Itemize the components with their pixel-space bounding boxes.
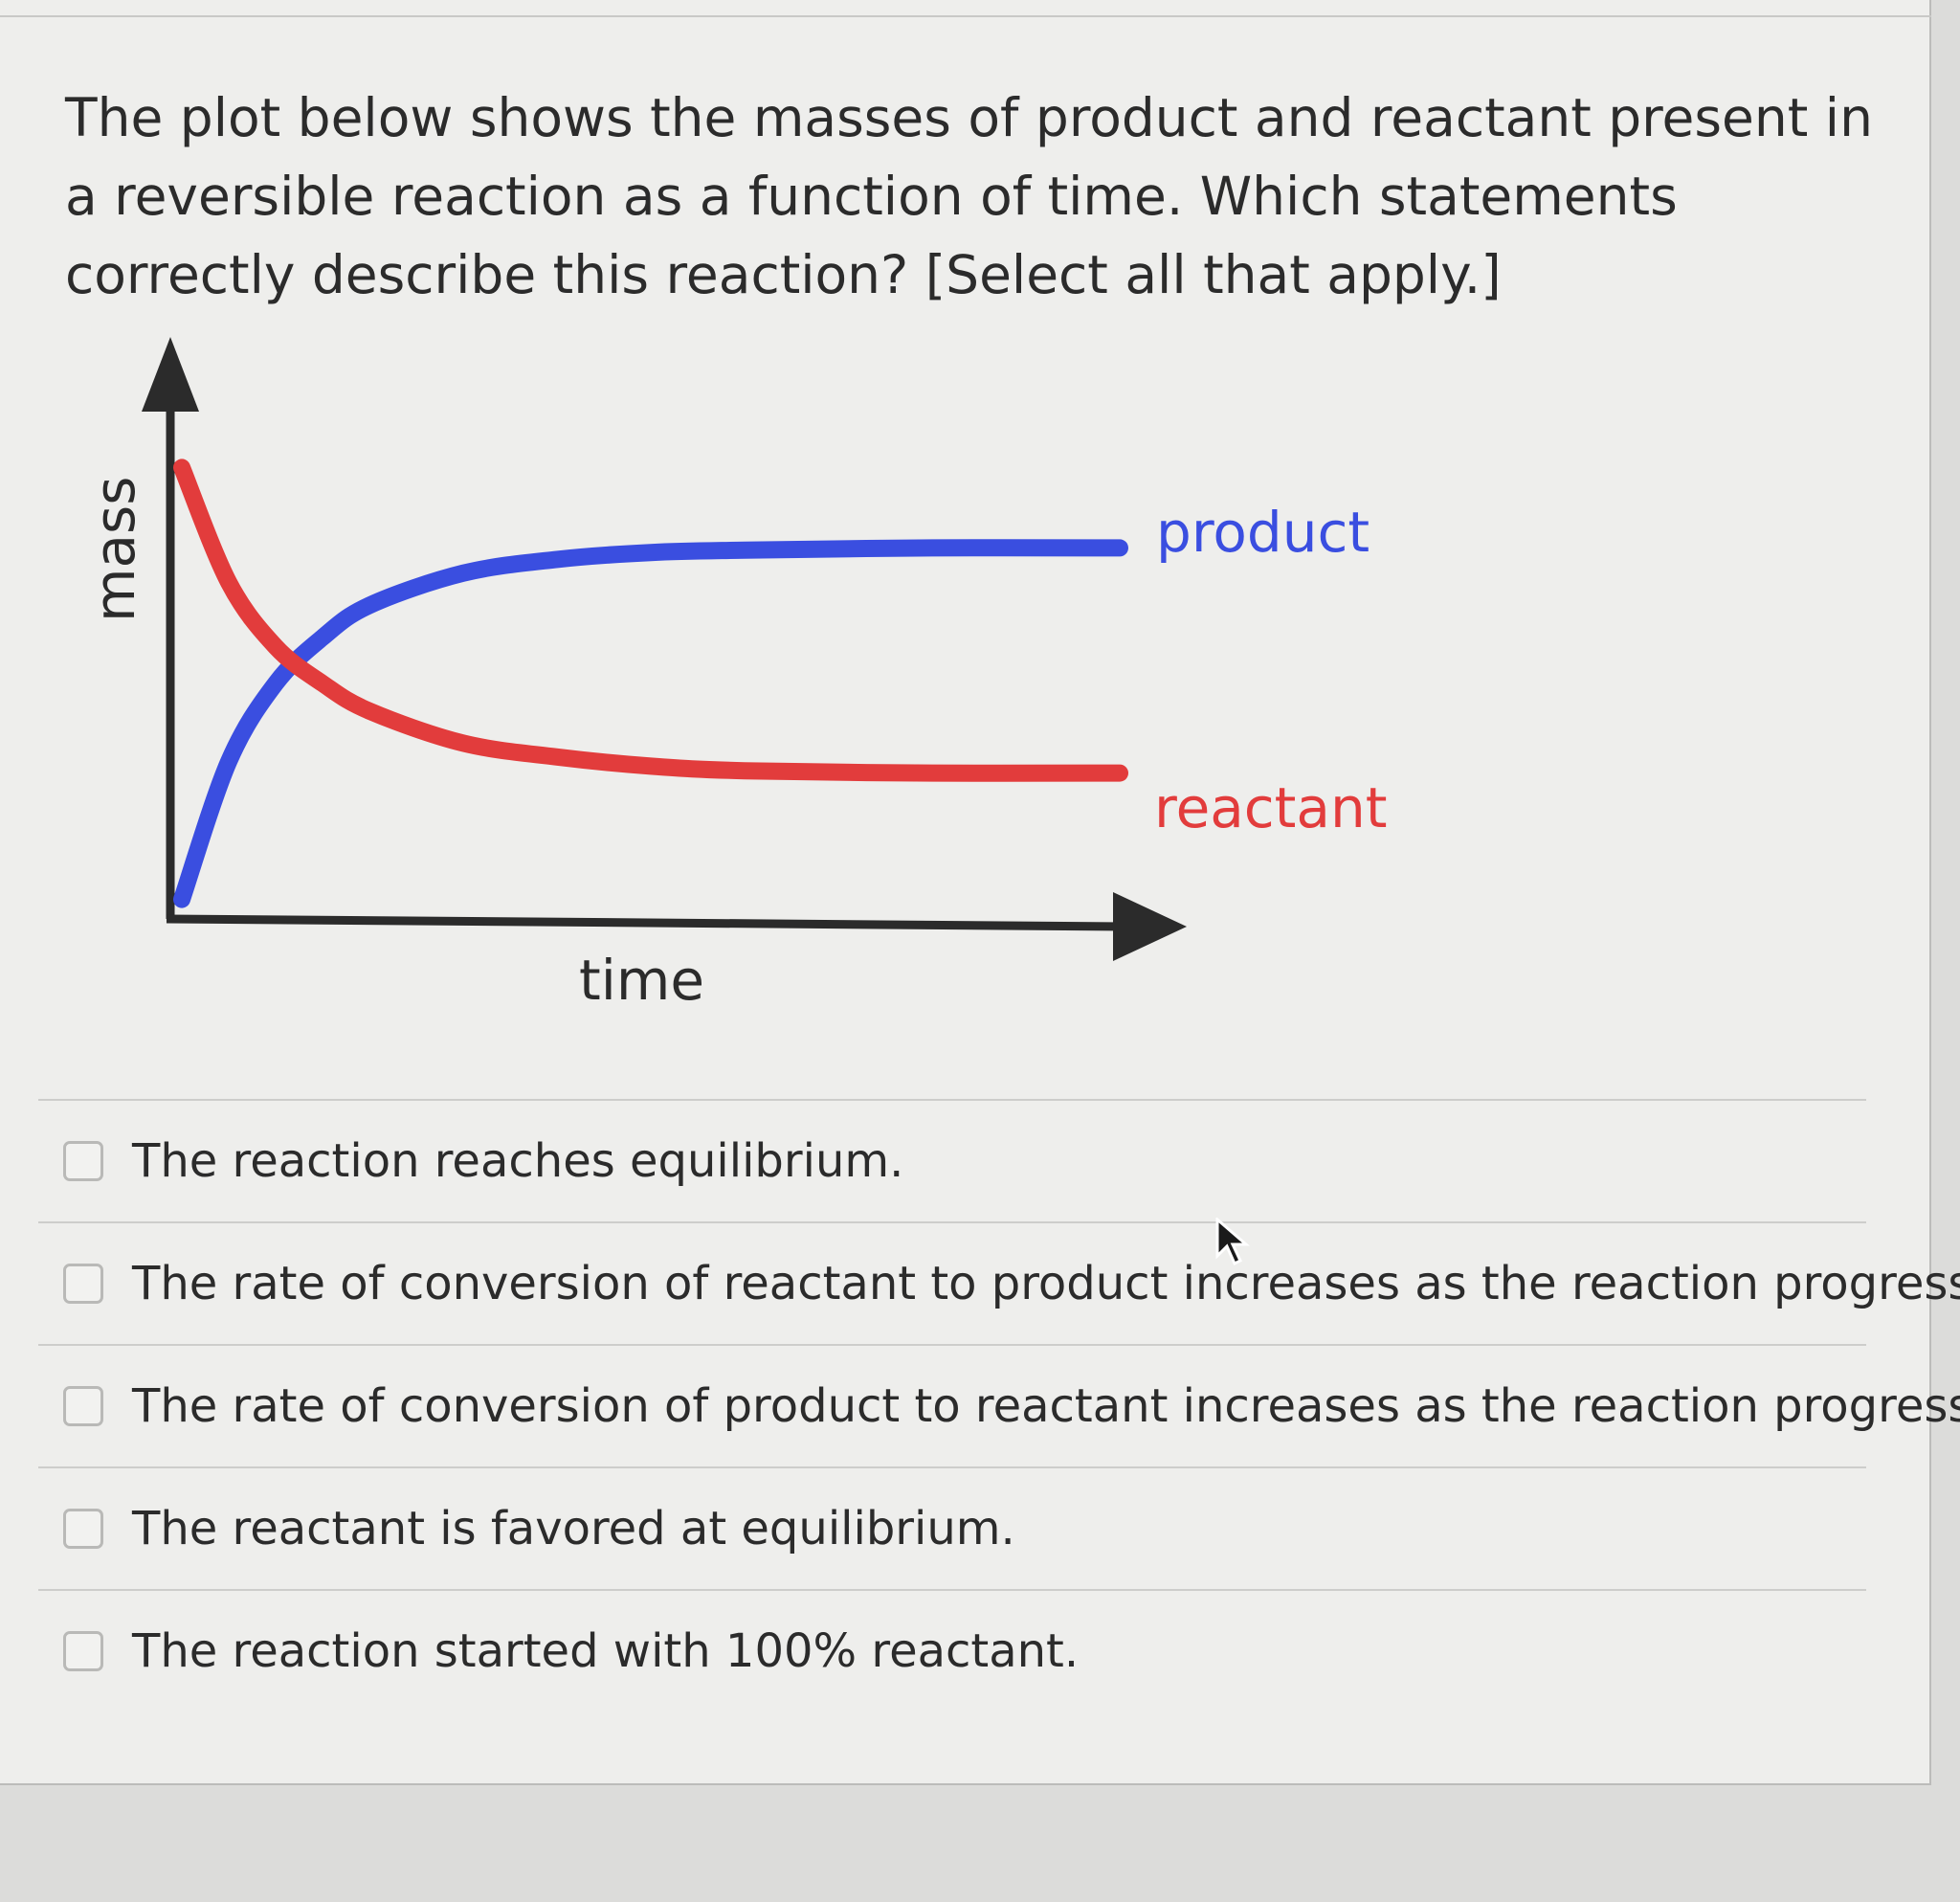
checkbox[interactable] [63, 1386, 103, 1426]
x-axis-label: time [579, 948, 705, 1013]
x-axis-arrow-icon [1113, 892, 1187, 961]
checkbox[interactable] [63, 1141, 103, 1181]
checkbox[interactable] [63, 1264, 103, 1304]
mouse-pointer-icon [1215, 1218, 1251, 1266]
choice-5[interactable]: The reaction started with 100% reactant. [38, 1589, 1866, 1712]
choice-label: The reaction reaches equilibrium. [132, 1134, 904, 1188]
series-line-reactant [173, 459, 1128, 782]
answer-choices: The reaction reaches equilibrium. The ra… [38, 1099, 1960, 1712]
plot-canvas [142, 337, 1187, 961]
choice-4[interactable]: The reactant is favored at equilibrium. [38, 1466, 1866, 1589]
question-prompt: The plot below shows the masses of produ… [65, 87, 1873, 305]
series-line-product [173, 539, 1128, 908]
choice-label: The rate of conversion of reactant to pr… [132, 1257, 1960, 1310]
y-axis-arrow-icon [142, 337, 199, 412]
question-card: The plot below shows the masses of produ… [0, 0, 1960, 1785]
choice-label: The reaction started with 100% reactant. [132, 1624, 1080, 1678]
divider [0, 0, 1931, 17]
checkbox[interactable] [63, 1509, 103, 1549]
x-axis-line [166, 914, 1128, 931]
choice-2[interactable]: The rate of conversion of reactant to pr… [38, 1221, 1960, 1344]
equilibrium-plot: mass time product reactant [57, 335, 1416, 1024]
choice-1[interactable]: The reaction reaches equilibrium. [38, 1099, 1866, 1221]
choice-label: The reactant is favored at equilibrium. [132, 1502, 1015, 1555]
choice-3[interactable]: The rate of conversion of product to rea… [38, 1344, 1960, 1466]
series-label-product: product [1156, 500, 1370, 565]
choice-label: The rate of conversion of product to rea… [132, 1379, 1960, 1433]
y-axis-label: mass [82, 476, 147, 622]
checkbox[interactable] [63, 1631, 103, 1671]
series-label-reactant: reactant [1154, 775, 1388, 840]
